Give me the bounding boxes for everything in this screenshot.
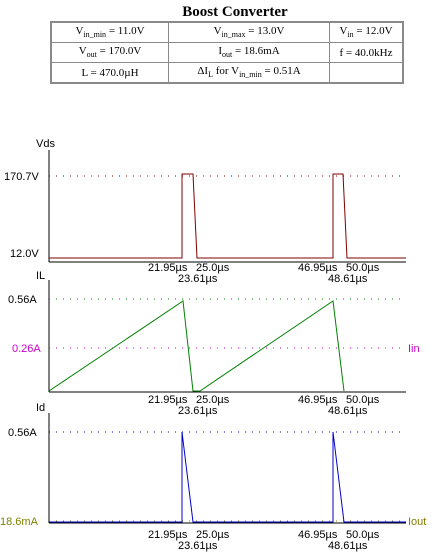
param-vin: Vin = 12.0V [329, 21, 404, 43]
vds-waveform [49, 173, 406, 259]
vds-time-label: 25.0µs [196, 262, 230, 274]
il-axis-label: IL [36, 270, 45, 282]
param-vout: Vout = 170.0V [50, 42, 169, 63]
id-time-label: 21.95µs [148, 529, 188, 541]
vds-time-label: 23.61µs [178, 273, 218, 285]
vds-plot: Vds 170.7V 12.0V 21.95µs 25.0µs 46.95µs … [4, 138, 406, 285]
param-empty [329, 62, 404, 84]
il-time-label: 21.95µs [148, 394, 188, 406]
id-time-label: 50.0µs [346, 529, 380, 541]
id-axis-label: Id [36, 402, 45, 414]
id-waveform [49, 431, 406, 523]
id-time-label: 48.61µs [328, 540, 368, 552]
id-peak-label: 0.56A [8, 427, 37, 439]
id-time-label: 23.61µs [178, 540, 218, 552]
il-iin-label: Iin [408, 343, 420, 355]
id-time-label: 25.0µs [196, 529, 230, 541]
il-time-label: 48.61µs [328, 405, 368, 417]
il-waveform [48, 300, 345, 392]
vds-time-label: 50.0µs [346, 262, 380, 274]
il-time-label: 46.95µs [298, 394, 338, 406]
il-time-label: 23.61µs [178, 405, 218, 417]
id-time-label: 46.95µs [298, 529, 338, 541]
parameter-table: Vin_min = 11.0V Vin_max = 13.0V Vin = 12… [50, 21, 404, 84]
il-time-label: 50.0µs [346, 394, 380, 406]
il-peak-label: 0.56A [8, 294, 37, 306]
vds-high-label: 170.7V [4, 171, 40, 183]
id-iout-value-label: 18.6mA [0, 516, 39, 528]
page-title: Boost Converter [182, 4, 288, 20]
param-iout: Iout = 18.6mA [168, 42, 330, 63]
vds-time-label: 21.95µs [148, 262, 188, 274]
vds-axis-label: Vds [36, 138, 55, 150]
table-row: Vout = 170.0V Iout = 18.6mA f = 40.0kHz [50, 42, 404, 63]
il-time-label: 25.0µs [196, 394, 230, 406]
id-plot: Id 0.56A 18.6mA Iout 21.95µs 25.0µs 46.9… [0, 402, 426, 552]
id-iout-label: Iout [408, 516, 426, 528]
param-delta-il: ΔIL for Vin_min = 0.51A [168, 62, 330, 84]
vds-time-label: 48.61µs [328, 273, 368, 285]
il-iin-value-label: 0.26A [12, 343, 41, 355]
il-plot: IL 0.56A 0.26A Iin 21.95µs 25.0µs 46.95µ… [8, 270, 420, 417]
param-frequency: f = 40.0kHz [329, 42, 404, 63]
vds-time-label: 46.95µs [298, 262, 338, 274]
vds-low-label: 12.0V [10, 248, 39, 260]
param-inductance: L = 470.0µH [50, 62, 169, 84]
table-row: L = 470.0µH ΔIL for Vin_min = 0.51A [50, 62, 404, 84]
